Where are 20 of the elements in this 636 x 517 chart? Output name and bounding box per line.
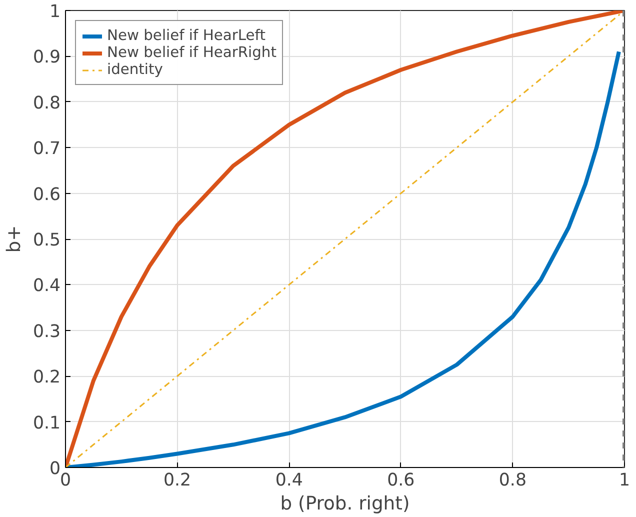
legend-label: identity: [107, 61, 163, 78]
x-tick-label: 1: [618, 470, 630, 490]
y-tick-label: 1: [49, 2, 61, 22]
x-tick-label: 0.4: [275, 470, 303, 490]
x-tick-label: 0.6: [387, 470, 415, 490]
y-tick-label: 0.9: [32, 48, 61, 68]
x-tick-label: 0.8: [498, 470, 526, 490]
y-tick-label: 0.3: [32, 322, 61, 342]
legend-label: New belief if HearLeft: [107, 27, 266, 44]
y-tick-label: 0.8: [32, 93, 61, 114]
y-tick-label: 0.6: [32, 184, 61, 205]
y-tick-label: 0.2: [32, 368, 61, 388]
y-tick-label: 0.4: [32, 276, 61, 296]
x-tick-label: 0.2: [164, 470, 192, 490]
y-tick-label: 0.5: [32, 230, 61, 250]
x-axis-title: b (Prob. right): [280, 494, 410, 514]
legend-label: New belief if HearRight: [107, 44, 276, 61]
y-axis-title: b+: [4, 225, 25, 253]
y-tick-label: 0.7: [32, 139, 61, 160]
y-tick-label: 0.1: [32, 413, 61, 434]
